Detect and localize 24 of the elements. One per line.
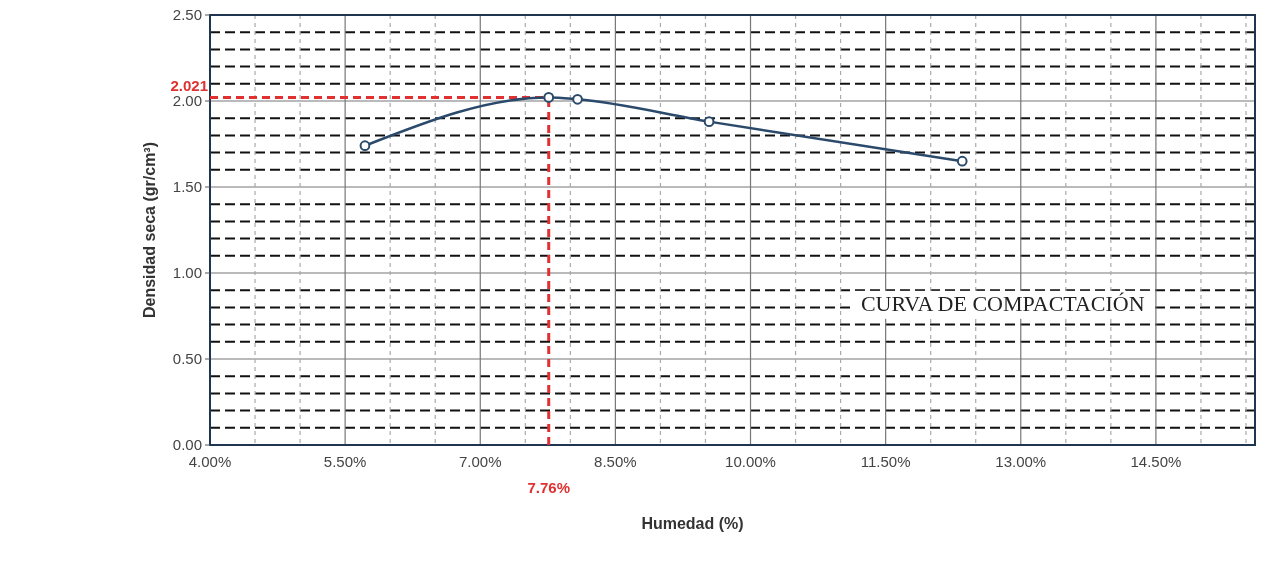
point <box>572 93 583 105</box>
y-tick-label: 2.00 <box>172 92 202 110</box>
x-axis-title: Humedad (%) <box>641 515 744 532</box>
y-axis-title: Densidad seca (gr/cm³) <box>141 141 158 319</box>
x-tick-label: 10.00% <box>725 453 776 470</box>
x-tick-label: 8.50% <box>594 453 637 470</box>
text: CURVA DE COMPACTACIÓN <box>860 290 1145 316</box>
point <box>956 155 968 167</box>
point <box>359 140 371 152</box>
x-tick-label: 11.50% <box>860 453 911 470</box>
y-tick-label: 2.50 <box>172 6 202 24</box>
x-tick-label: 4.00% <box>188 453 232 470</box>
y-tick-label: 0.50 <box>172 350 202 368</box>
x-tick-label: 7.00% <box>458 453 502 470</box>
x-tick-label: 13.00% <box>995 453 1047 470</box>
ref-line-label: 7.76% <box>527 479 570 496</box>
y-tick-label: 1.00 <box>172 264 202 282</box>
ref-line-label: 2.021 <box>170 77 208 95</box>
point <box>543 92 555 103</box>
x-tick-label: 14.50% <box>1130 453 1182 470</box>
point <box>703 116 715 127</box>
y-tick-label: 1.50 <box>172 178 202 196</box>
y-tick-label: 0.00 <box>172 436 202 454</box>
x-tick-label: 5.50% <box>323 453 367 470</box>
